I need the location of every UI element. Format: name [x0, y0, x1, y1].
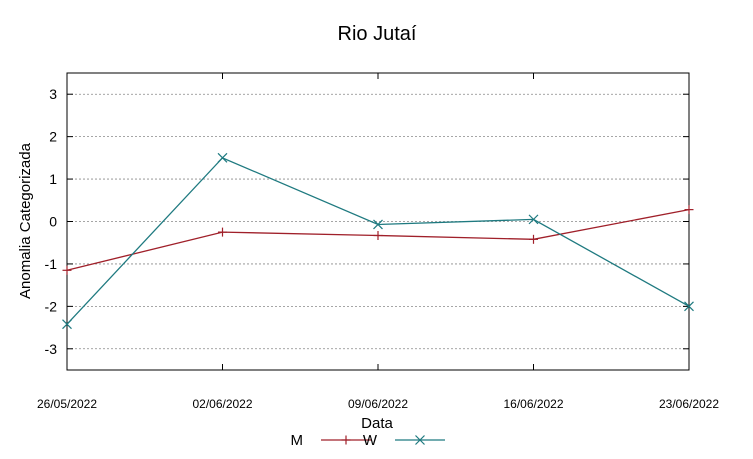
point-marker [684, 301, 694, 312]
x-tick-label: 26/05/2022 [37, 397, 97, 411]
point-marker [62, 319, 72, 330]
point-marker [373, 219, 383, 230]
y-tick-label: -1 [45, 256, 58, 272]
point-marker [528, 214, 539, 225]
series-line-W [66, 157, 690, 325]
x-axis-label: Data [361, 415, 393, 432]
data-series [62, 152, 694, 330]
chart-title: Rio Jutaí [338, 23, 417, 45]
gridlines [67, 93, 689, 350]
point-marker [415, 435, 425, 445]
y-tick-label: 1 [49, 171, 57, 187]
y-axis-label: Anomalia Categorizada [17, 142, 34, 299]
x-tick-label: 09/06/2022 [348, 397, 408, 411]
x-tick-label: 02/06/2022 [192, 397, 252, 411]
y-tick-label: 3 [49, 86, 57, 102]
legend-label: M [291, 432, 304, 449]
y-tick-label: 2 [49, 129, 57, 145]
y-tick-label: -2 [45, 298, 58, 314]
legend-label: W [363, 432, 378, 449]
y-axis-ticks: 3 2 1 0 -1 -2 -3 [45, 86, 689, 357]
y-tick-label: 0 [49, 214, 57, 230]
point-marker [217, 152, 228, 163]
x-tick-label: 16/06/2022 [503, 397, 563, 411]
x-axis-ticks: 26/05/2022 02/06/2022 09/06/2022 16/06/2022… [37, 73, 719, 411]
y-tick-label: -3 [45, 341, 58, 357]
x-tick-label: 23/06/2022 [659, 397, 719, 411]
